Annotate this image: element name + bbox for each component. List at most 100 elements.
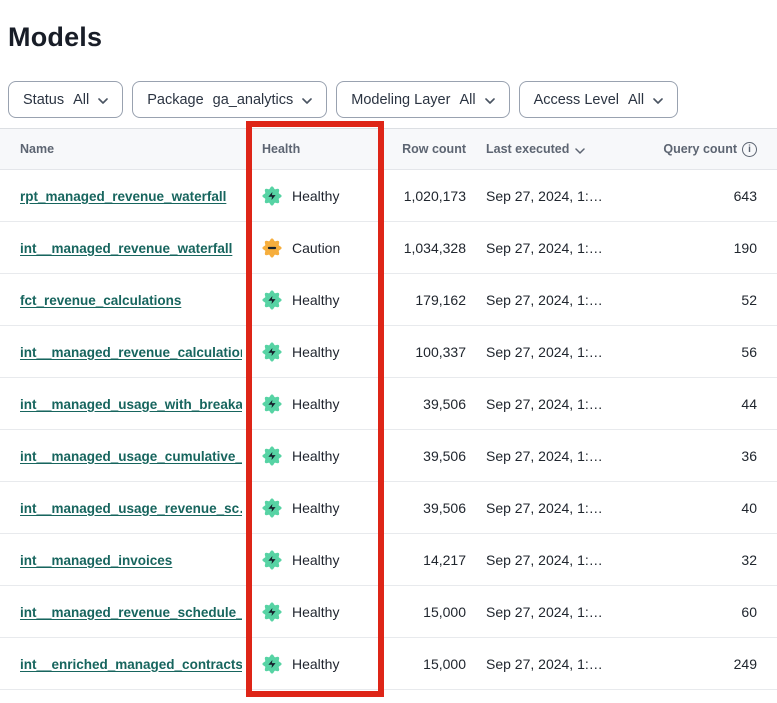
health-status-label: Healthy	[292, 655, 340, 672]
models-table: Name Health Row count Last executed Quer…	[0, 128, 777, 690]
model-name-link[interactable]: int__managed_usage_cumulative_…	[20, 448, 242, 464]
last-executed-cell: Sep 27, 2024, 1:…	[486, 499, 603, 516]
row-count-cell: 39,506	[423, 499, 466, 516]
table-row: int__managed_revenue_calculations Health…	[0, 326, 777, 378]
health-status-label: Healthy	[292, 291, 340, 308]
query-count-cell: 643	[733, 187, 757, 204]
last-executed-cell: Sep 27, 2024, 1:…	[486, 395, 603, 412]
row-count-cell: 15,000	[423, 603, 466, 620]
info-icon[interactable]: i	[742, 141, 757, 157]
chevron-down-icon	[302, 92, 313, 108]
filter-modeling-layer[interactable]: Modeling Layer All	[336, 81, 510, 118]
model-name-link[interactable]: int__managed_revenue_waterfall	[20, 240, 233, 256]
model-name-link[interactable]: int__managed_invoices	[20, 552, 173, 568]
row-count-cell: 1,034,328	[403, 239, 466, 256]
model-name-link[interactable]: rpt_managed_revenue_waterfall	[20, 188, 227, 204]
filter-modeling-layer-value: All	[459, 91, 476, 108]
health-status-icon	[262, 289, 282, 310]
column-header-query-count-label: Query count	[663, 142, 737, 156]
row-count-cell: 15,000	[423, 655, 466, 672]
table-header-row: Name Health Row count Last executed Quer…	[0, 128, 777, 170]
query-count-cell: 40	[741, 499, 757, 516]
query-count-cell: 32	[741, 551, 757, 568]
filter-package-label: Package	[147, 91, 204, 108]
health-status-label: Healthy	[292, 551, 340, 568]
query-count-cell: 249	[733, 655, 757, 672]
filter-package-value: ga_analytics	[212, 91, 294, 108]
health-status-icon	[262, 601, 282, 622]
query-count-cell: 60	[741, 603, 757, 620]
query-count-cell: 36	[741, 447, 757, 464]
health-status-icon	[262, 393, 282, 414]
sort-chevron-down-icon	[575, 143, 586, 157]
filter-access-level-label: Access Level	[533, 91, 619, 108]
table-row: int__enriched_managed_contracts Healthy …	[0, 638, 777, 690]
row-count-cell: 179,162	[415, 291, 466, 308]
health-status-label: Healthy	[292, 603, 340, 620]
last-executed-cell: Sep 27, 2024, 1:…	[486, 447, 603, 464]
table-body: rpt_managed_revenue_waterfall Healthy 1,…	[0, 170, 777, 690]
row-count-cell: 1,020,173	[403, 187, 466, 204]
query-count-cell: 56	[741, 343, 757, 360]
model-name-link[interactable]: int__managed_revenue_calculations	[20, 344, 242, 360]
filter-bar: Status All Package ga_analytics Modeling…	[8, 81, 679, 118]
table-row: rpt_managed_revenue_waterfall Healthy 1,…	[0, 170, 777, 222]
column-header-last-executed[interactable]: Last executed	[486, 142, 586, 157]
health-status-icon	[262, 185, 282, 206]
model-name-link[interactable]: int__enriched_managed_contracts	[20, 656, 242, 672]
filter-status-label: Status	[23, 91, 65, 108]
health-status-label: Caution	[292, 239, 341, 256]
health-status-icon	[262, 497, 282, 518]
model-name-link[interactable]: int__managed_revenue_schedule_…	[20, 604, 242, 620]
chevron-down-icon	[484, 92, 495, 108]
table-row: fct_revenue_calculations Healthy 179,162…	[0, 274, 777, 326]
column-header-health: Health	[262, 142, 301, 156]
health-status-label: Healthy	[292, 447, 340, 464]
column-header-query-count: Query count i	[663, 141, 757, 157]
health-status-icon	[262, 445, 282, 466]
filter-access-level-value: All	[628, 91, 645, 108]
row-count-cell: 14,217	[423, 551, 466, 568]
health-status-icon	[262, 549, 282, 570]
last-executed-cell: Sep 27, 2024, 1:…	[486, 343, 603, 360]
table-row: int__managed_usage_revenue_sc… Healthy 3…	[0, 482, 777, 534]
column-header-last-executed-label: Last executed	[486, 142, 570, 156]
row-count-cell: 39,506	[423, 395, 466, 412]
row-count-cell: 100,337	[415, 343, 466, 360]
column-header-row-count: Row count	[402, 142, 466, 156]
last-executed-cell: Sep 27, 2024, 1:…	[486, 187, 603, 204]
chevron-down-icon	[653, 92, 663, 108]
table-row: int__managed_usage_with_breaka… Healthy …	[0, 378, 777, 430]
query-count-cell: 52	[741, 291, 757, 308]
column-header-name: Name	[20, 142, 55, 156]
filter-package[interactable]: Package ga_analytics	[132, 81, 328, 118]
health-status-label: Healthy	[292, 187, 340, 204]
last-executed-cell: Sep 27, 2024, 1:…	[486, 239, 603, 256]
model-name-link[interactable]: int__managed_usage_with_breaka…	[20, 396, 242, 412]
model-name-link[interactable]: int__managed_usage_revenue_sc…	[20, 500, 242, 516]
filter-status[interactable]: Status All	[8, 81, 124, 118]
model-name-link[interactable]: fct_revenue_calculations	[20, 292, 182, 308]
last-executed-cell: Sep 27, 2024, 1:…	[486, 551, 603, 568]
page-title: Models	[8, 22, 103, 53]
last-executed-cell: Sep 27, 2024, 1:…	[486, 291, 603, 308]
health-status-label: Healthy	[292, 499, 340, 516]
query-count-cell: 44	[741, 395, 757, 412]
health-status-icon	[262, 341, 282, 362]
query-count-cell: 190	[733, 239, 757, 256]
table-row: int__managed_revenue_schedule_… Healthy …	[0, 586, 777, 638]
health-status-label: Healthy	[292, 343, 340, 360]
chevron-down-icon	[98, 92, 109, 108]
table-row: int__managed_revenue_waterfall Caution 1…	[0, 222, 777, 274]
health-status-label: Healthy	[292, 395, 340, 412]
table-row: int__managed_usage_cumulative_… Healthy …	[0, 430, 777, 482]
filter-modeling-layer-label: Modeling Layer	[351, 91, 451, 108]
health-status-icon	[262, 653, 282, 674]
filter-access-level[interactable]: Access Level All	[518, 81, 679, 118]
filter-status-value: All	[73, 91, 90, 108]
table-row: int__managed_invoices Healthy 14,217 Sep…	[0, 534, 777, 586]
row-count-cell: 39,506	[423, 447, 466, 464]
last-executed-cell: Sep 27, 2024, 1:…	[486, 655, 603, 672]
health-status-icon	[262, 237, 282, 258]
last-executed-cell: Sep 27, 2024, 1:…	[486, 603, 603, 620]
